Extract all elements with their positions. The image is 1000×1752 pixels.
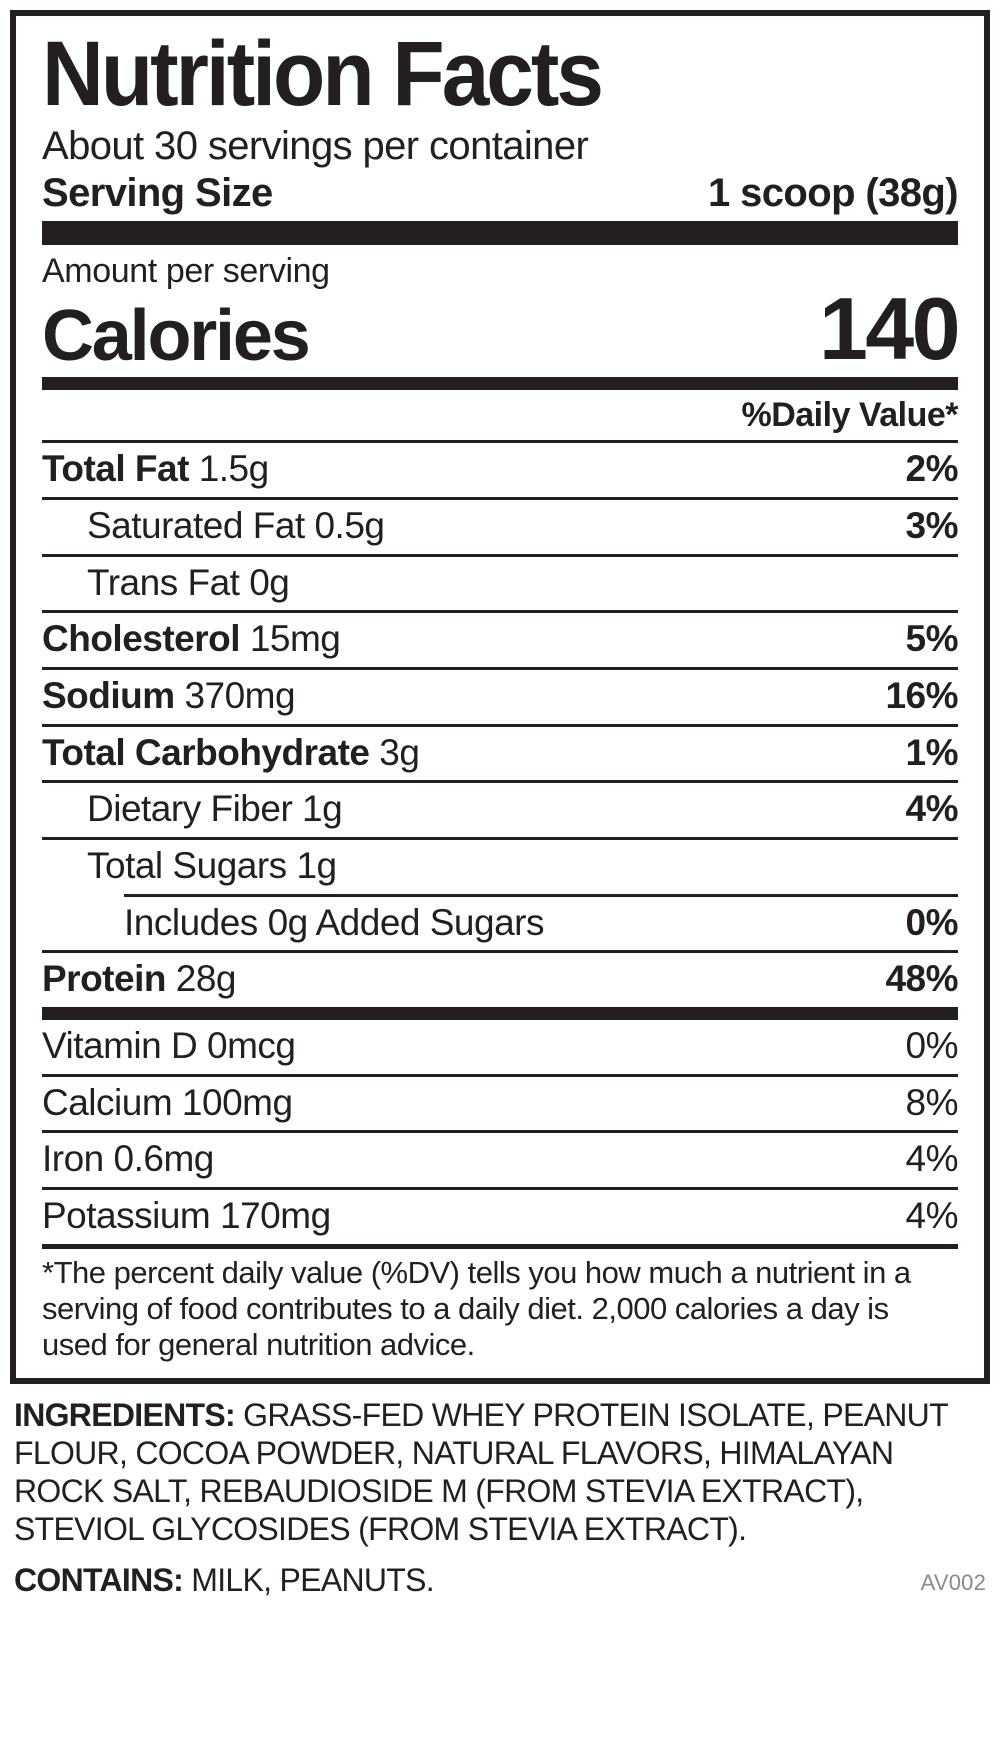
calories-value: 140 xyxy=(818,279,961,379)
contains-body: MILK, PEANUTS. xyxy=(183,1561,434,1598)
ingredients-body: GRASS-FED WHEY PROTEIN ISOLATE, PEANUT F… xyxy=(14,1396,948,1547)
divider-nutrient-row xyxy=(42,666,958,670)
serving-size-label: Serving Size xyxy=(42,170,273,215)
nutrient-daily-value: 2% xyxy=(905,448,959,490)
divider-micronutrient-row xyxy=(42,1187,958,1191)
nutrient-daily-value: 3% xyxy=(905,504,959,546)
nutrient-name: Includes 0g Added Sugars xyxy=(124,901,545,943)
nutrient-row: Total Carbohydrate 3g 1% xyxy=(42,727,959,781)
ingredients-statement: INGREDIENTS: GRASS-FED WHEY PROTEIN ISOL… xyxy=(14,1396,986,1548)
micronutrient-daily-value: 4% xyxy=(905,1138,959,1180)
contains-statement: CONTAINS: MILK, PEANUTS. xyxy=(14,1561,435,1599)
nutrient-name: Total Sugars 1g xyxy=(87,845,337,886)
nutrient-daily-value: 1% xyxy=(905,731,959,773)
micronutrient-daily-value: 8% xyxy=(905,1081,959,1123)
divider-nutrient-row xyxy=(42,553,958,557)
nutrient-name: Saturated Fat 0.5g xyxy=(87,504,385,546)
nutrient-name: Total Fat 1.5g xyxy=(42,448,269,490)
contains-heading: CONTAINS: xyxy=(14,1561,184,1598)
nutrient-name: Protein 28g xyxy=(42,958,236,1000)
servings-per-container: About 30 servings per container xyxy=(42,124,589,168)
divider-medium-dv xyxy=(42,377,958,391)
nutrient-row: Cholesterol 15mg 5% xyxy=(42,613,959,667)
calories-row: Calories 140 xyxy=(42,279,961,379)
serving-size-value: 1 scoop (38g) xyxy=(707,170,959,215)
daily-value-header: %Daily Value* xyxy=(741,396,958,435)
label-code: AV002 xyxy=(920,1569,986,1595)
nutrient-row: Total Sugars 1g xyxy=(42,840,958,894)
micronutrient-row: Potassium 170mg 4% xyxy=(42,1190,959,1244)
daily-value-footnote: *The percent daily value (%DV) tells you… xyxy=(42,1254,911,1363)
divider-micronutrient-row xyxy=(42,1130,958,1134)
nutrition-facts-panel: Nutrition Facts About 30 servings per co… xyxy=(10,10,990,1384)
nutrient-name: Dietary Fiber 1g xyxy=(87,788,343,830)
divider-nutrient-row xyxy=(42,950,958,954)
ingredients-block: INGREDIENTS: GRASS-FED WHEY PROTEIN ISOL… xyxy=(10,1384,990,1599)
micronutrient-daily-value: 0% xyxy=(905,1025,959,1067)
divider-nutrient-row xyxy=(42,837,958,840)
nutrient-row: Trans Fat 0g xyxy=(42,557,958,611)
nutrient-name: Total Carbohydrate 3g xyxy=(42,731,420,773)
nutrient-rows-container: Total Fat 1.5g 2% Saturated Fat 0.5g 3% Tran… xyxy=(42,440,959,1007)
divider-nutrient-row xyxy=(42,440,958,444)
divider-micronutrient-row xyxy=(42,1073,958,1077)
nutrient-daily-value: 5% xyxy=(905,618,959,660)
contains-row: CONTAINS: MILK, PEANUTS. AV002 xyxy=(14,1548,986,1599)
divider-medium-micronutrients xyxy=(42,1007,958,1021)
micronutrient-name: Vitamin D 0mcg xyxy=(42,1025,296,1067)
divider-nutrient-row xyxy=(124,893,958,897)
nutrient-name: Trans Fat 0g xyxy=(87,561,290,603)
page-title: Nutrition Facts xyxy=(42,23,604,125)
nutrient-daily-value: 48% xyxy=(885,958,958,1000)
micronutrient-row: Vitamin D 0mcg 0% xyxy=(42,1020,959,1074)
nutrient-daily-value: 16% xyxy=(885,674,958,716)
nutrient-daily-value: 0% xyxy=(905,901,959,943)
nutrient-daily-value: 4% xyxy=(905,788,959,830)
divider-footnote xyxy=(42,1243,958,1249)
nutrient-name: Cholesterol 15mg xyxy=(42,618,341,660)
nutrient-row: Dietary Fiber 1g 4% xyxy=(42,783,959,837)
micronutrient-daily-value: 4% xyxy=(905,1195,959,1237)
nutrient-row: Total Fat 1.5g 2% xyxy=(42,443,959,497)
nutrient-row: Sodium 370mg 16% xyxy=(42,670,958,724)
divider-nutrient-row xyxy=(42,496,958,500)
micronutrient-row: Iron 0.6mg 4% xyxy=(42,1133,959,1187)
divider-nutrient-row xyxy=(42,723,958,727)
micronutrient-name: Potassium 170mg xyxy=(42,1195,331,1237)
divider-nutrient-row xyxy=(42,780,958,784)
nutrient-row: Protein 28g 48% xyxy=(42,953,958,1007)
serving-size-row: Serving Size 1 scoop (38g) xyxy=(42,170,959,221)
calories-label: Calories xyxy=(42,295,311,376)
nutrient-name: Sodium 370mg xyxy=(42,674,296,716)
micronutrient-rows-container: Vitamin D 0mcg 0% Calcium 100mg 8% Iron 0.6m… xyxy=(42,1020,959,1244)
amount-per-serving-label: Amount per serving xyxy=(42,252,330,291)
micronutrient-row: Calcium 100mg 8% xyxy=(42,1077,959,1131)
divider-nutrient-row xyxy=(42,610,958,614)
ingredients-heading: INGREDIENTS: xyxy=(14,1396,236,1433)
nutrient-row: Includes 0g Added Sugars 0% xyxy=(42,897,959,951)
micronutrient-name: Calcium 100mg xyxy=(42,1081,293,1123)
micronutrient-name: Iron 0.6mg xyxy=(42,1138,214,1180)
nutrient-row: Saturated Fat 0.5g 3% xyxy=(42,500,959,554)
divider-thick-calories xyxy=(42,221,958,246)
